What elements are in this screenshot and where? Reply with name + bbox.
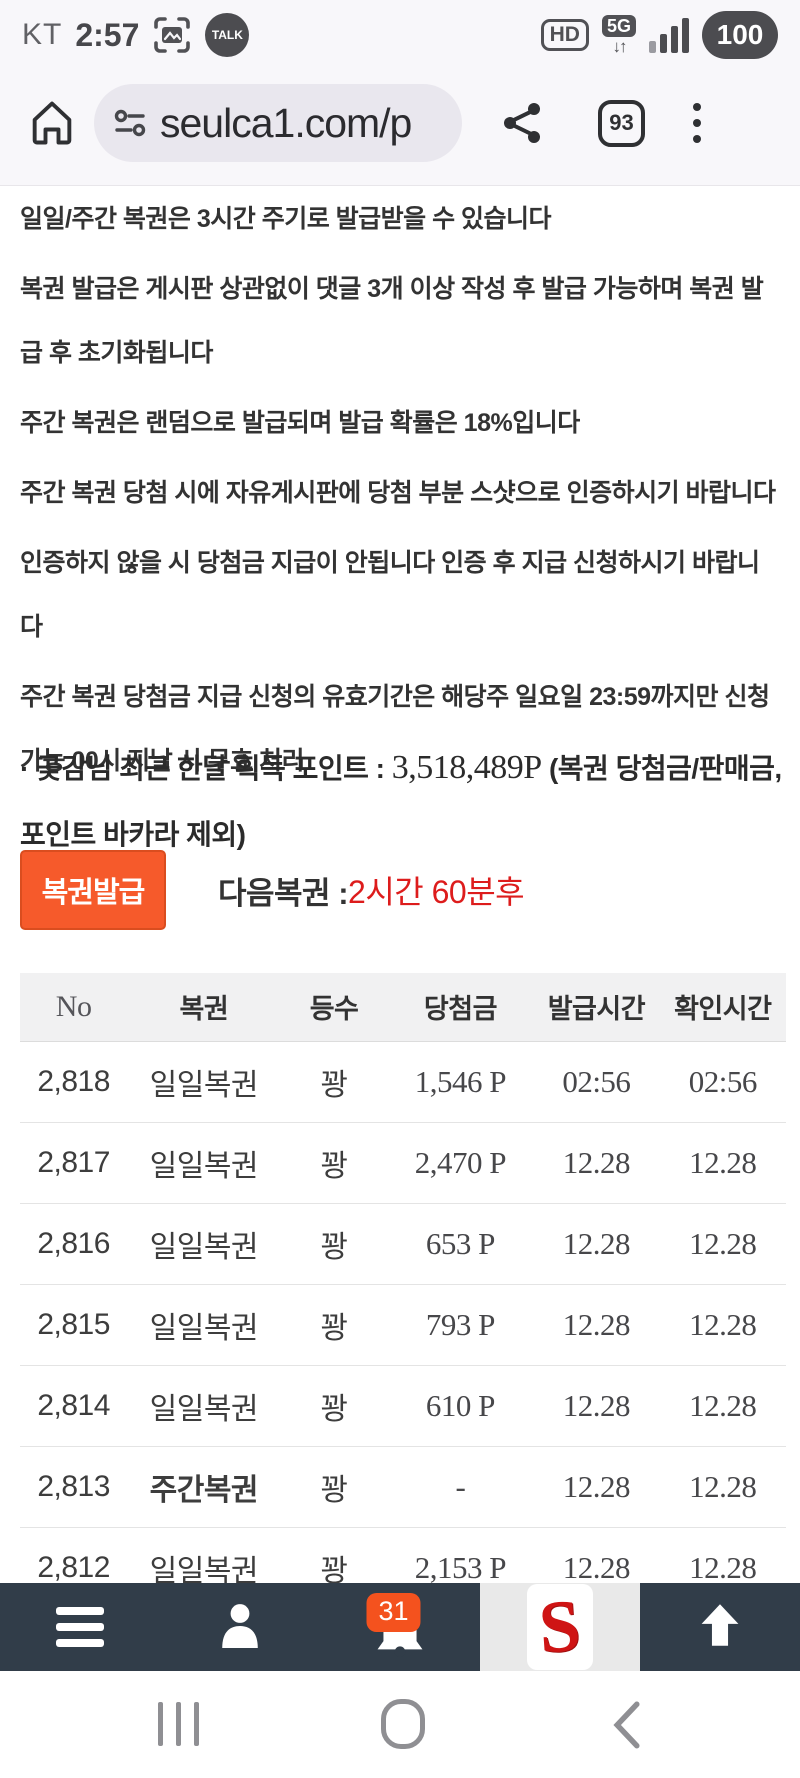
next-lottery-label: 다음복권 : bbox=[218, 875, 349, 911]
table-row: 2,813 주간복권 꽝 -12.28 12.28 bbox=[20, 1446, 786, 1528]
notice-paragraph: 주간 복권 당첨 시에 자유게시판에 당첨 부분 스샷으로 인증하시기 바랍니다 bbox=[20, 479, 776, 507]
table-row: 2,816 일일복권 꽝 653 P 12.28 12.28 bbox=[20, 1203, 786, 1285]
table-header-row: No 복권 등수 당첨금 발급시간 확인시간 bbox=[20, 973, 786, 1042]
notice-paragraph: 주간 복권 당첨금 지급 신청의 유효기간은 해당주 일요일 23:59까지만 … bbox=[20, 683, 770, 775]
nav-notifications-button[interactable]: 31 bbox=[320, 1583, 480, 1671]
browser-toolbar: seulca1.com/p 93 bbox=[0, 64, 800, 182]
col-header-no: No bbox=[20, 973, 128, 1042]
web-page-content: 일일/주간 복권은 3시간 주기로 발급받을 수 있습니다 복권 발급은 게시판… bbox=[0, 187, 800, 1583]
address-bar[interactable]: seulca1.com/p bbox=[94, 84, 462, 162]
table-row: 2,814 일일복권 꽝 610 P 12.28 12.28 bbox=[20, 1365, 786, 1447]
tab-count: 93 bbox=[598, 99, 645, 147]
table-row: 2,815 일일복권 꽝 793 P 12.28 12.28 bbox=[20, 1284, 786, 1366]
home-icon[interactable] bbox=[26, 97, 78, 149]
nav-menu-button[interactable] bbox=[0, 1583, 160, 1671]
status-clock: 2:57 bbox=[75, 16, 140, 53]
col-header-checked: 확인시간 bbox=[659, 973, 786, 1042]
notice-paragraph: 인증하지 않을 시 당첨금 지급이 안됩니다 인증 후 지급 신청하시기 바랍니… bbox=[20, 549, 760, 641]
username: 곶감 bbox=[36, 753, 87, 784]
monthly-points-summary: · 곶감님 최근 한달 획득 포인트 : 3,518,489P (복권 당첨금/… bbox=[20, 749, 782, 850]
col-header-prize: 당첨금 bbox=[387, 973, 534, 1042]
nav-scroll-top-button[interactable] bbox=[640, 1583, 800, 1671]
table-row: 2,812 일일복권 꽝 2,153 P 12.28 12.28 bbox=[20, 1527, 786, 1583]
hd-voice-icon: HD bbox=[540, 19, 589, 51]
person-icon bbox=[217, 1602, 263, 1653]
url-text: seulca1.com/p bbox=[160, 99, 412, 146]
site-controls-icon[interactable] bbox=[112, 105, 148, 141]
5g-network-icon: 5G ↓↑ bbox=[601, 15, 636, 55]
battery-indicator: 100 bbox=[702, 11, 778, 59]
site-logo: S bbox=[527, 1584, 593, 1670]
notification-badge: 31 bbox=[366, 1593, 421, 1633]
table-row: 2,818 일일복권 꽝 1,546 P 02:56 02:56 bbox=[20, 1041, 786, 1123]
tab-switcher-button[interactable]: 93 bbox=[598, 99, 645, 147]
issue-lottery-button[interactable]: 복권발급 bbox=[20, 850, 166, 930]
lottery-issue-row: 복권발급 다음복권 : 2시간 60분후 bbox=[20, 848, 780, 932]
signal-strength-icon bbox=[649, 17, 689, 53]
nav-site-logo-button[interactable]: S bbox=[480, 1583, 640, 1671]
android-back-button[interactable] bbox=[612, 1701, 642, 1754]
col-header-type: 복권 bbox=[127, 973, 281, 1042]
android-home-button[interactable] bbox=[381, 1699, 425, 1749]
screenshot-icon bbox=[152, 15, 192, 55]
nav-profile-button[interactable] bbox=[160, 1583, 320, 1671]
notice-paragraph: 일일/주간 복권은 3시간 주기로 발급받을 수 있습니다 bbox=[20, 205, 552, 233]
notice-paragraph: 주간 복권은 랜덤으로 발급되며 발급 확률은 18%입니다 bbox=[20, 409, 580, 437]
col-header-issued: 발급시간 bbox=[533, 973, 660, 1042]
share-icon[interactable] bbox=[498, 99, 546, 147]
android-navigation-bar bbox=[0, 1671, 800, 1778]
browser-chrome: KT 2:57 TALK HD 5G ↓↑ bbox=[0, 0, 800, 186]
site-bottom-nav: 31 S bbox=[0, 1583, 800, 1671]
status-bar: KT 2:57 TALK HD 5G ↓↑ bbox=[0, 6, 800, 64]
col-header-rank: 등수 bbox=[280, 973, 388, 1042]
carrier-label: KT bbox=[22, 18, 63, 51]
hamburger-icon bbox=[56, 1607, 104, 1647]
table-row: 2,817 일일복권 꽝 2,470 P 12.28 12.28 bbox=[20, 1122, 786, 1204]
lottery-history-table: No 복권 등수 당첨금 발급시간 확인시간 2,818 일일복권 꽝 1,546 P… bbox=[20, 973, 786, 1583]
next-lottery-countdown: 2시간 60분후 bbox=[348, 874, 525, 910]
recent-apps-button[interactable] bbox=[158, 1702, 199, 1746]
menu-kebab-icon[interactable] bbox=[693, 103, 701, 143]
kakaotalk-icon: TALK bbox=[205, 13, 250, 57]
arrow-up-icon bbox=[697, 1602, 743, 1653]
notice-paragraph: 복권 발급은 게시판 상관없이 댓글 3개 이상 작성 후 발급 가능하며 복권… bbox=[20, 275, 764, 367]
points-value: 3,518,489P bbox=[391, 749, 542, 786]
